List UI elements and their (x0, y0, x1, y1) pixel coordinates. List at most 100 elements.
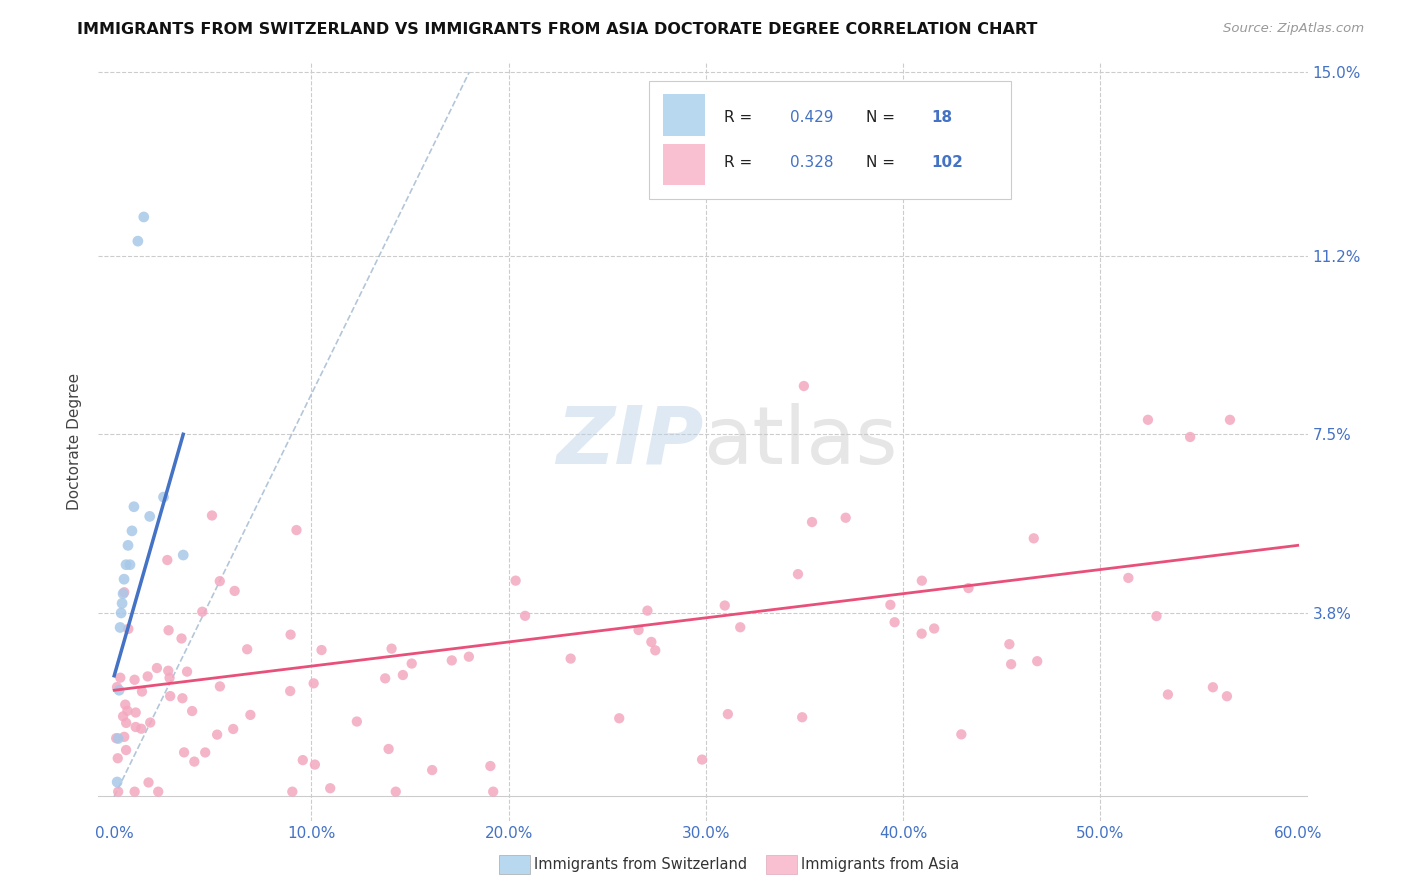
Text: R =: R = (724, 111, 756, 125)
Point (152, 490, 174, 504)
Point (374, 671, 396, 685)
Point (181, 704, 204, 718)
Point (793, 379, 815, 393)
Point (146, 661, 169, 675)
Point (173, 745, 195, 759)
Point (159, 671, 181, 685)
Point (280, 627, 302, 641)
Point (124, 720, 146, 734)
Point (208, 574, 231, 589)
Bar (664, 95, 706, 136)
Point (479, 759, 502, 773)
Point (304, 757, 326, 772)
Point (172, 548, 194, 562)
Point (922, 622, 945, 636)
Point (205, 728, 228, 742)
Point (801, 515, 824, 529)
Text: R =: R = (724, 155, 756, 170)
Point (627, 623, 650, 637)
Point (440, 653, 463, 667)
Point (285, 523, 308, 537)
Point (108, 620, 131, 634)
Text: Source: ZipAtlas.com: Source: ZipAtlas.com (1223, 22, 1364, 36)
Point (111, 596, 134, 610)
Point (132, 210, 155, 224)
Point (115, 715, 138, 730)
Point (1022, 532, 1045, 546)
Point (115, 743, 138, 757)
Point (191, 605, 214, 619)
Point (377, 742, 399, 756)
Point (208, 680, 231, 694)
Point (159, 689, 181, 703)
Point (222, 722, 245, 736)
Point (482, 785, 505, 799)
Point (636, 604, 658, 618)
Point (401, 657, 423, 671)
Point (278, 684, 301, 698)
Text: 0.429: 0.429 (790, 111, 834, 125)
Point (513, 608, 536, 623)
Point (505, 574, 527, 588)
Point (124, 673, 146, 687)
FancyBboxPatch shape (648, 81, 1011, 199)
Point (107, 785, 129, 799)
Point (560, 651, 582, 665)
Point (239, 707, 262, 722)
Y-axis label: Doctorate Degree: Doctorate Degree (67, 373, 83, 510)
Point (1157, 688, 1180, 702)
Point (115, 558, 138, 572)
Point (112, 709, 135, 723)
Point (392, 668, 415, 682)
Point (112, 585, 135, 599)
Point (108, 683, 131, 698)
Point (787, 567, 810, 582)
Point (138, 509, 160, 524)
Point (1000, 657, 1022, 672)
Point (224, 583, 246, 598)
Point (911, 574, 934, 588)
Point (112, 730, 135, 744)
Point (1118, 571, 1140, 585)
Point (125, 706, 148, 720)
Point (346, 714, 368, 729)
Point (157, 624, 180, 638)
Text: Immigrants from Switzerland: Immigrants from Switzerland (534, 857, 748, 871)
Point (107, 751, 129, 765)
Point (644, 643, 666, 657)
Point (690, 753, 713, 767)
Point (176, 665, 198, 679)
Point (138, 775, 160, 789)
Point (194, 746, 217, 760)
Point (883, 615, 905, 630)
Point (957, 581, 980, 595)
Text: N =: N = (866, 111, 900, 125)
Point (1178, 430, 1201, 444)
Point (792, 710, 814, 724)
Point (302, 676, 325, 690)
Point (136, 669, 159, 683)
Point (105, 775, 128, 789)
Point (107, 731, 129, 746)
Point (117, 622, 139, 636)
Text: 0.328: 0.328 (790, 155, 834, 170)
Point (170, 632, 193, 646)
Point (291, 753, 314, 767)
Text: ZIP: ZIP (555, 402, 703, 481)
Text: 18: 18 (932, 111, 953, 125)
Point (1136, 413, 1159, 427)
Point (1026, 654, 1049, 668)
Point (118, 558, 141, 572)
Point (384, 785, 406, 799)
Point (281, 785, 304, 799)
Point (201, 508, 224, 523)
Point (105, 731, 128, 746)
Point (148, 785, 170, 799)
Point (121, 524, 143, 538)
Point (1202, 680, 1225, 694)
Text: 102: 102 (932, 155, 963, 170)
Point (1216, 690, 1239, 704)
Point (834, 510, 856, 524)
Bar (664, 144, 706, 186)
Point (381, 641, 404, 656)
